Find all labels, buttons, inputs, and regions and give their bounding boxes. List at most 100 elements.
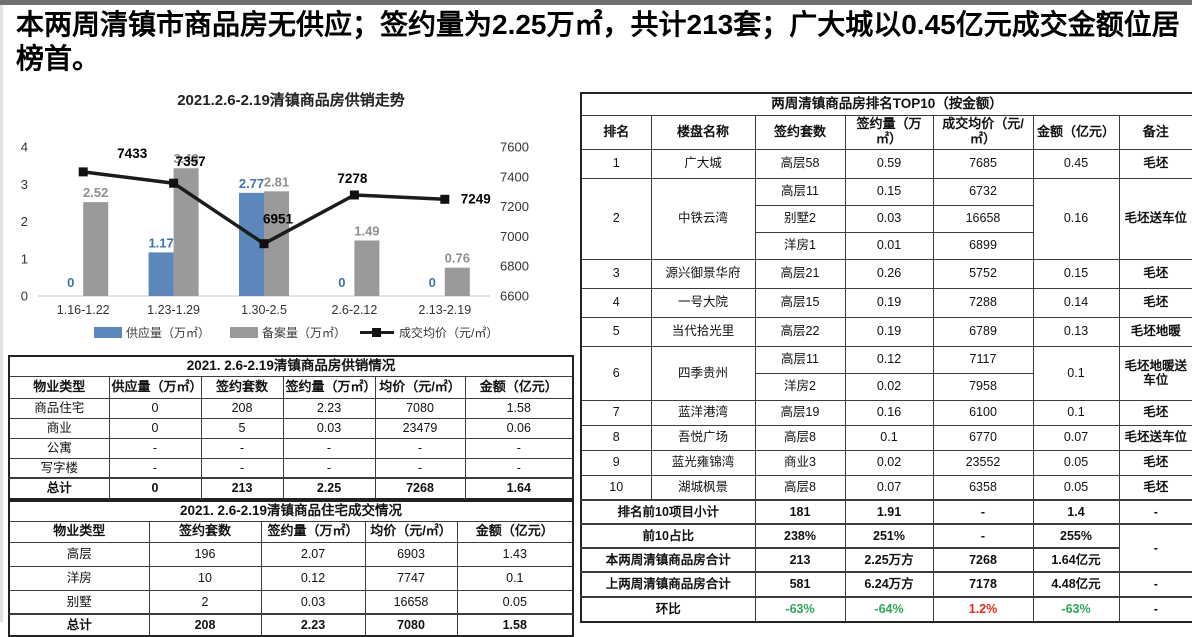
filing-bar-label: 3.43 (173, 151, 198, 166)
supply-sales-chart-panel: 2021.2.6-2.19清镇商品房供销走势 0 1 2 3 4 6600 6800 7000… (8, 90, 574, 354)
table-row: 6 四季贵州 高层11 0.12 7117 0.1 毛坯地暖送车位 (580, 345, 1192, 401)
amount-cell: 0.1 (1032, 345, 1120, 401)
filing-bar-label: 1.49 (354, 223, 379, 238)
price-label: 7357 (176, 154, 206, 169)
amount-cell: 0.05 (1032, 474, 1120, 501)
project-name-cell: 一号大院 (650, 287, 756, 318)
row-label: 洋房 (8, 565, 150, 591)
value-cell: 5 (200, 417, 284, 439)
table-row: 总计 0 213 2.25 7268 1.64 (8, 477, 574, 500)
value-cell: 2.23 (282, 397, 376, 419)
table-row: 物业类型 签约套数 签约量（万㎡） 均价（元/㎡） 金额（亿元） (8, 520, 574, 543)
table-row: 总计 208 2.23 7080 1.58 (8, 613, 574, 637)
table-row: 公寓 - - - - - (8, 437, 574, 459)
area-cell: 0.02 (844, 372, 934, 401)
amount-cell: 0.13 (1032, 316, 1120, 347)
value-cell: - (200, 457, 284, 479)
right-axis-tick: 6600 (500, 289, 529, 304)
value-cell: 0.03 (282, 417, 376, 439)
summary-price: 7268 (932, 547, 1034, 573)
price-cell: 7685 (932, 148, 1034, 179)
filing-bar (83, 202, 109, 296)
value-cell: 7080 (364, 613, 458, 637)
project-name-cell: 中铁云湾 (650, 177, 756, 260)
value-cell: 0.1 (456, 565, 574, 591)
column-header: 金额（亿元） (464, 375, 574, 399)
project-name-cell: 四季贵州 (650, 345, 756, 401)
table-row: 8 吾悦广场 高层8 0.1 6770 0.07 毛坯送车位 (580, 424, 1192, 451)
summary-amount: 255% (1032, 523, 1120, 549)
price-cell: 6770 (932, 424, 1034, 451)
column-header: 金额（亿元） (1032, 114, 1120, 150)
summary-units: 581 (754, 571, 846, 598)
area-cell: 0.59 (844, 148, 934, 179)
x-axis-label: 2.13-2.19 (418, 303, 471, 317)
row-label: 高层 (8, 541, 150, 567)
table-row: 本两周清镇商品房合计 213 2.25万方 7268 1.64亿元 (580, 547, 1192, 573)
area-cell: 0.1 (844, 424, 934, 451)
units-cell: 别墅2 (754, 204, 846, 233)
value-cell: 1.64 (464, 477, 574, 500)
note-cell: 毛坯 (1118, 449, 1192, 476)
project-name-cell: 源兴御景华府 (650, 258, 756, 289)
top-strip (0, 0, 1192, 5)
area-cell: 0.07 (844, 474, 934, 501)
price-cell: 6100 (932, 399, 1034, 426)
price-cell: 6732 (932, 177, 1034, 206)
column-header: 签约量（万㎡） (282, 375, 376, 399)
table-row: 5 当代拾光里 高层22 0.19 6789 0.13 毛坯地暖 (580, 316, 1192, 347)
row-label: 总计 (8, 613, 150, 637)
area-cell: 0.01 (844, 231, 934, 260)
value-cell: 196 (148, 541, 262, 567)
project-name-cell: 湖城枫景 (650, 474, 756, 501)
note-cell: 毛坯 (1118, 148, 1192, 179)
units-cell: 高层11 (754, 345, 846, 374)
rank-cell: 1 (580, 148, 652, 179)
value-cell: 208 (148, 613, 262, 637)
table-row: 商业 0 5 0.03 23479 0.06 (8, 417, 574, 439)
note-cell: 毛坯 (1118, 287, 1192, 318)
value-cell: 0 (108, 477, 202, 500)
units-cell: 洋房2 (754, 372, 846, 401)
residential-deals-table: 2021. 2.6-2.19清镇商品住宅成交情况 物业类型 签约套数 签约量（万㎡）均… (8, 500, 575, 637)
area-cell: 0.03 (844, 204, 934, 233)
supply-bar (148, 252, 174, 296)
summary-units: 213 (754, 547, 846, 573)
value-cell: 10 (148, 565, 262, 591)
value-cell: - (464, 457, 574, 479)
left-tables: 2021. 2.6-2.19清镇商品房供销情况 物业类型 供应量（万㎡） 签约套数 签约… (8, 355, 575, 637)
value-cell: - (282, 457, 376, 479)
left-axis-tick: 0 (21, 289, 28, 304)
note-cell: 毛坯 (1118, 474, 1192, 501)
legend-filing-label: 备案量（万㎡） (262, 325, 346, 340)
x-axis-label: 1.16-1.22 (57, 303, 110, 317)
column-header: 备注 (1118, 114, 1192, 150)
table-row: 别墅2 0.03 16658 (581, 204, 1192, 233)
value-cell: 2.23 (260, 613, 366, 637)
value-cell: 0.03 (260, 589, 366, 615)
row-label: 商业 (8, 417, 110, 439)
table-row: 上两周清镇商品房合计 581 6.24万方 7178 4.48亿元 - (580, 571, 1192, 598)
units-cell: 高层8 (754, 424, 846, 451)
table-row: 9 蓝光雍锦湾 商业3 0.02 23552 0.05 毛坯 (580, 449, 1192, 476)
value-cell: 16658 (364, 589, 458, 615)
amount-cell: 0.14 (1032, 287, 1120, 318)
summary-units: 238% (754, 523, 846, 549)
price-label: 7278 (337, 171, 368, 186)
x-axis-label: 1.30-2.5 (241, 303, 287, 317)
column-header: 签约量（万㎡） (844, 114, 934, 150)
price-marker (78, 167, 88, 177)
summary-area: 2.25万方 (844, 547, 934, 573)
summary-area: 1.91 (844, 499, 934, 525)
value-cell: 0 (108, 397, 202, 419)
filing-bar-label: 2.52 (83, 185, 108, 200)
right-axis-tick: 6800 (500, 259, 529, 274)
area-cell: 0.26 (844, 258, 934, 289)
right-axis-tick: 7200 (500, 199, 529, 214)
summary-note: - (1118, 499, 1192, 525)
area-cell: 0.15 (844, 177, 934, 206)
value-cell: - (282, 437, 376, 459)
price-cell: 23552 (932, 449, 1034, 476)
summary-price: - (932, 523, 1034, 549)
table-row: 3 源兴御景华府 高层21 0.26 5752 0.15 毛坯 (580, 258, 1192, 289)
